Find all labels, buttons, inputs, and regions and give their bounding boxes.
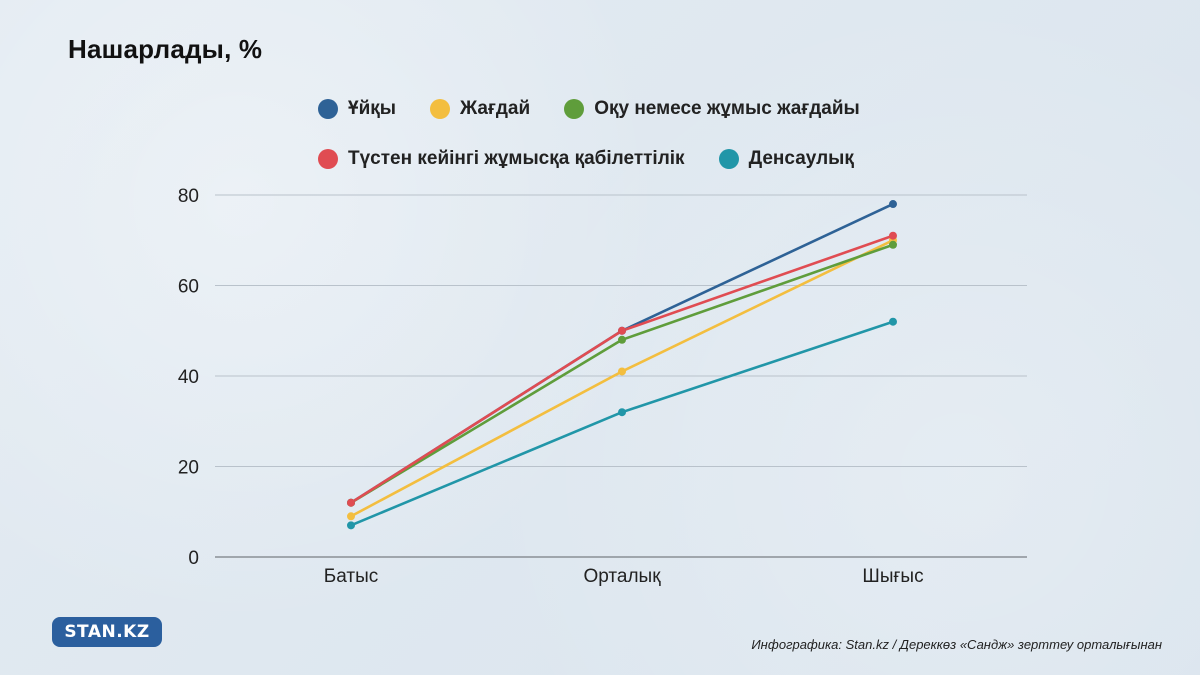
series-layer — [349, 202, 895, 527]
legend-dot-health — [718, 149, 739, 169]
source-credit: Инфографика: Stan.kz / Дереккөз «Сандж» … — [751, 637, 1162, 652]
legend-dot-study-work — [564, 99, 585, 119]
y-tick-label-80: 80 — [178, 186, 199, 207]
series-point-3-1 — [618, 326, 626, 335]
series-point-1-1 — [618, 367, 626, 376]
y-tick-label-60: 60 — [178, 277, 199, 298]
chart-title: Нашарлады, % — [68, 34, 263, 64]
stan-kz-logo: STAN.KZ — [52, 617, 162, 647]
series-point-2-2 — [889, 240, 897, 249]
legend-label-health: Денсаулық — [748, 148, 854, 169]
series-point-1-0 — [347, 512, 355, 521]
series-line-4 — [349, 320, 895, 527]
legend-item-afternoon-capacity: Түстен кейінгі жұмысқа қабілеттілік — [318, 148, 685, 170]
series-point-3-2 — [889, 231, 897, 240]
legend-row-2: Түстен кейінгі жұмысқа қабілеттілік Денс… — [318, 148, 854, 170]
series-line-1 — [349, 238, 895, 518]
legend-dot-sleep — [318, 99, 338, 119]
legend-label-afternoon-capacity: Түстен кейінгі жұмысқа қабілеттілік — [348, 148, 685, 169]
label-layer: 0 20 40 60 80 Батыс Орталық Шығыс — [178, 186, 924, 587]
series-line-0 — [349, 202, 895, 505]
y-tick-label-0: 0 — [188, 548, 199, 569]
legend-label-study-work: Оқу немесе жұмыс жағдайы — [594, 98, 860, 119]
series-point-0-2 — [889, 200, 897, 209]
point-layer — [347, 200, 897, 530]
series-point-2-1 — [618, 335, 626, 344]
legend-item-condition: Жағдай — [429, 98, 531, 120]
series-point-4-0 — [347, 521, 355, 530]
legend-row-1: Ұйқы Жағдай Оқу немесе жұмыс жағдайы — [318, 98, 860, 120]
legend-label-sleep: Ұйқы — [348, 98, 396, 119]
y-tick-label-20: 20 — [178, 458, 199, 479]
legend-item-health: Денсаулық — [718, 148, 854, 170]
series-point-4-2 — [889, 317, 897, 326]
y-tick-label-40: 40 — [178, 367, 199, 388]
legend-label-condition: Жағдай — [459, 98, 531, 119]
grid-layer — [215, 194, 1027, 558]
legend-item-study-work: Оқу немесе жұмыс жағдайы — [564, 98, 860, 120]
legend-item-sleep: Ұйқы — [318, 98, 396, 120]
legend-dot-condition — [429, 99, 450, 119]
legend-dot-afternoon-capacity — [318, 149, 338, 169]
x-tick-label-0: Батыс — [324, 566, 378, 587]
x-tick-label-1: Орталық — [583, 566, 661, 587]
x-tick-label-2: Шығыс — [862, 566, 923, 587]
series-point-3-0 — [347, 498, 355, 507]
series-point-4-1 — [618, 408, 626, 417]
